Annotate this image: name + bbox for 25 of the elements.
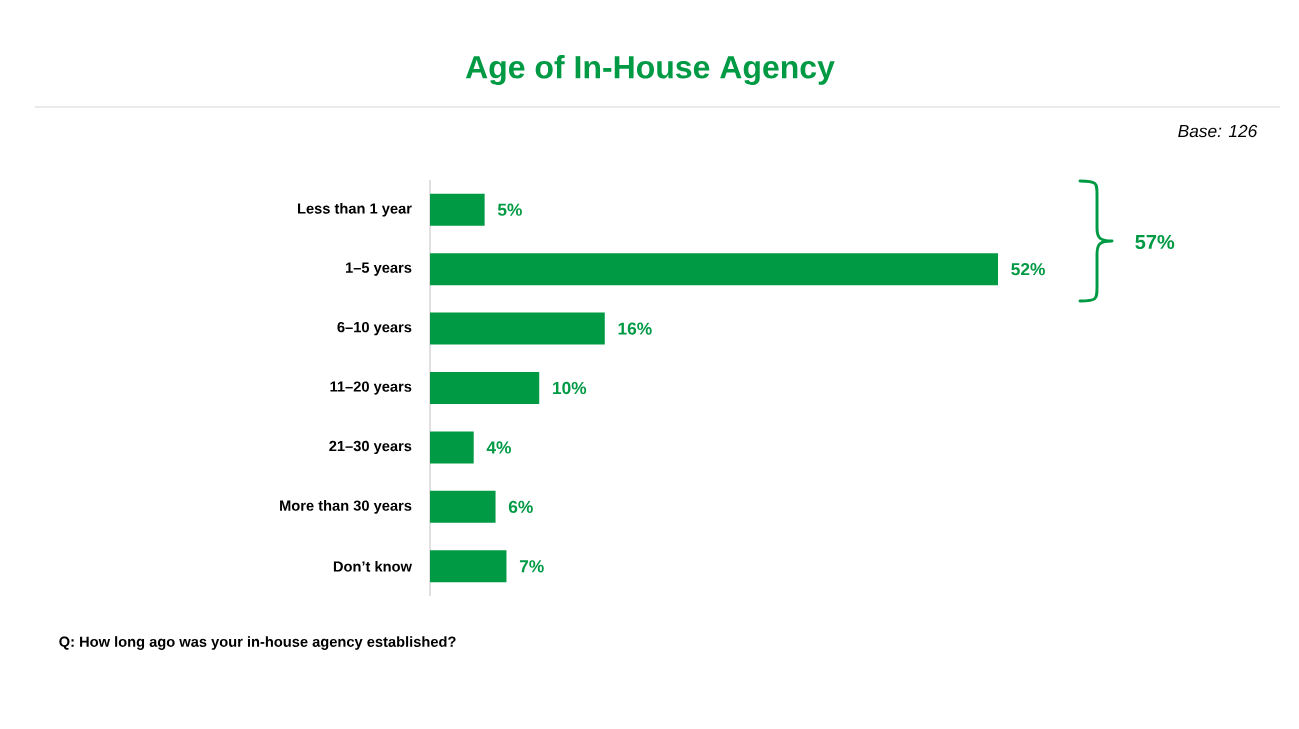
- data-label: 5%: [497, 203, 522, 216]
- text: Q: How long ago was your in-house agency established?: [59, 636, 456, 650]
- y-tick-label: 21–30 years: [329, 440, 412, 455]
- bar: [430, 312, 605, 345]
- data-label: 52%: [1011, 263, 1045, 276]
- data-label: 7%: [519, 560, 544, 573]
- data-label: 10%: [553, 381, 587, 395]
- data-label: 4%: [486, 441, 511, 454]
- bar: [430, 253, 999, 286]
- y-tick-label: More than 30 years: [280, 500, 412, 514]
- y-tick-label: Don’t know: [333, 560, 412, 572]
- y-tick-label: 11–20 years: [330, 381, 412, 395]
- bar: [430, 193, 485, 226]
- text: 57%: [1135, 234, 1175, 250]
- y-tick-label: 1–5 years: [346, 262, 412, 276]
- bar: [430, 431, 474, 464]
- y-tick-label: Less than 1 year: [297, 202, 412, 217]
- data-label: 6%: [508, 500, 533, 513]
- bar: [430, 372, 540, 405]
- y-tick-label: 6–10 years: [337, 321, 412, 336]
- data-label: 16%: [618, 322, 652, 335]
- bar: [430, 550, 507, 583]
- text: Base: 126: [1178, 124, 1258, 138]
- bar: [430, 490, 496, 523]
- chart-title: Age of In-House Agency: [465, 55, 835, 85]
